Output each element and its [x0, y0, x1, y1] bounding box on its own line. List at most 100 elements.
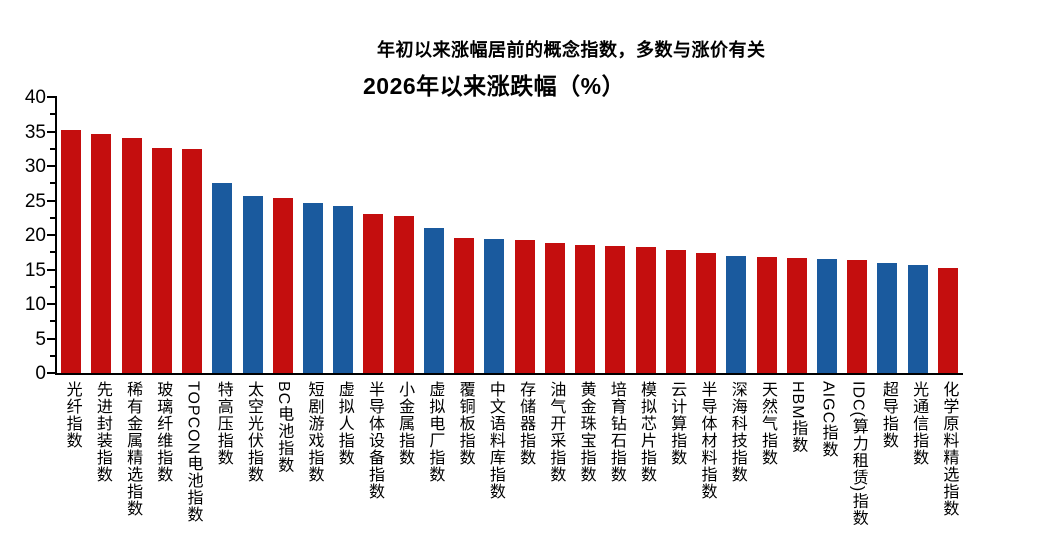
- label-slot: BC电池指数: [268, 381, 298, 473]
- bar-slot: [389, 97, 419, 373]
- bar-slot: [86, 97, 116, 373]
- bar-slot: [933, 97, 963, 373]
- category-label: 存储器指数: [517, 381, 535, 466]
- bar-slot: [419, 97, 449, 373]
- bar-slot: [479, 97, 509, 373]
- y-major-tick: [47, 268, 55, 271]
- x-axis-line: [55, 373, 963, 375]
- label-slot: 油气开采指数: [540, 381, 570, 483]
- y-major-tick: [47, 372, 55, 374]
- bar: [544, 243, 565, 373]
- bar-slot: [570, 97, 600, 373]
- bar: [786, 258, 807, 373]
- x-axis-labels: 光纤指数 先进封装指数 稀有金属精选指数 玻璃纤维指数 TOPCON电池指数 特高压指数太…: [56, 381, 963, 554]
- label-slot: 存储器指数: [510, 381, 540, 466]
- category-label: 特高压指数: [214, 381, 232, 466]
- bar-slot: [56, 97, 86, 373]
- y-tick-label: 5: [35, 328, 46, 350]
- y-tick-label: 20: [24, 225, 46, 246]
- bar: [847, 260, 868, 373]
- bar-slot: [903, 97, 933, 373]
- label-slot: 培育钻石指数: [600, 381, 630, 483]
- bar-slot: [207, 97, 237, 373]
- bar: [272, 198, 293, 373]
- bar-slot: [358, 97, 388, 373]
- bar-slot: [721, 97, 751, 373]
- bar-slot: [812, 97, 842, 373]
- bar: [937, 268, 958, 373]
- bar: [393, 216, 414, 373]
- bar-slot: [116, 97, 146, 373]
- chart-title: 2026年以来涨跌幅（%）: [363, 73, 626, 99]
- y-major-tick: [47, 337, 55, 340]
- label-slot: 光通信指数: [903, 381, 933, 466]
- bar-slot: [449, 97, 479, 373]
- y-tick-label: 35: [24, 121, 46, 143]
- y-minor-tick: [50, 320, 55, 323]
- category-label: 半导体材料指数: [698, 381, 716, 500]
- bar-slot: [691, 97, 721, 373]
- label-slot: 黄金珠宝指数: [570, 381, 600, 483]
- y-minor-tick: [50, 354, 55, 357]
- category-label: 深海科技指数: [728, 381, 746, 483]
- category-label: 太空光伏指数: [245, 381, 262, 483]
- label-slot: 玻璃纤维指数: [147, 381, 177, 483]
- y-tick-label: 0: [35, 363, 46, 384]
- category-label: 油气开采指数: [547, 381, 565, 483]
- label-slot: 模拟芯片指数: [630, 381, 660, 483]
- category-label: 光纤指数: [63, 381, 81, 449]
- bar: [575, 245, 596, 373]
- label-slot: 光纤指数: [56, 381, 86, 449]
- bar: [635, 247, 656, 373]
- label-slot: 虚拟人指数: [328, 381, 358, 466]
- category-label: 培育钻石指数: [607, 381, 625, 483]
- label-slot: 化学原料精选指数: [933, 381, 963, 517]
- label-slot: 半导体材料指数: [691, 381, 721, 500]
- bar-slot: [328, 97, 358, 373]
- category-label: TOPCON电池指数: [184, 381, 202, 524]
- label-slot: 小金属指数: [389, 381, 419, 466]
- y-axis-line: [55, 96, 57, 375]
- category-label: 先进封装指数: [93, 381, 111, 483]
- category-label: 光通信指数: [910, 381, 928, 466]
- y-tick-label: 30: [24, 156, 46, 177]
- bar-slot: [661, 97, 691, 373]
- y-major-tick: [47, 303, 55, 305]
- bar-slot: [177, 97, 207, 373]
- label-slot: 太空光伏指数: [237, 381, 267, 483]
- bar-slot: [872, 97, 902, 373]
- bar: [423, 228, 444, 373]
- label-slot: 虚拟电厂指数: [419, 381, 449, 483]
- label-slot: 半导体设备指数: [358, 381, 388, 500]
- bar: [61, 130, 82, 373]
- bar: [363, 214, 384, 373]
- bar: [302, 203, 323, 373]
- label-slot: AIGC指数: [812, 381, 842, 458]
- label-slot: 天然气指数: [751, 381, 781, 466]
- bar: [333, 206, 354, 373]
- category-label: 覆铜板指数: [456, 381, 474, 466]
- bar-slot: [237, 97, 267, 373]
- bar-slot: [268, 97, 298, 373]
- chart-subtitle: 年初以来涨幅居前的概念指数，多数与涨价有关: [377, 40, 766, 60]
- y-tick-label: 40: [24, 87, 46, 108]
- y-tick-label: 15: [24, 259, 46, 281]
- category-label: 云计算指数: [668, 381, 686, 466]
- bar: [877, 263, 898, 373]
- category-label: BC电池指数: [275, 381, 293, 474]
- label-slot: TOPCON电池指数: [177, 381, 207, 523]
- bar-slot: [298, 97, 328, 373]
- y-minor-tick: [50, 251, 55, 254]
- bar-slot: [842, 97, 872, 373]
- bar: [121, 138, 142, 373]
- label-slot: HBM指数: [782, 381, 812, 454]
- bar-slot: [782, 97, 812, 373]
- bar: [242, 196, 263, 373]
- y-minor-tick: [50, 285, 55, 288]
- bar: [665, 250, 686, 373]
- label-slot: 特高压指数: [207, 381, 237, 466]
- category-label: 玻璃纤维指数: [154, 381, 172, 483]
- category-label: 天然气指数: [758, 381, 776, 466]
- category-label: IDC(算力租赁)指数: [849, 381, 867, 527]
